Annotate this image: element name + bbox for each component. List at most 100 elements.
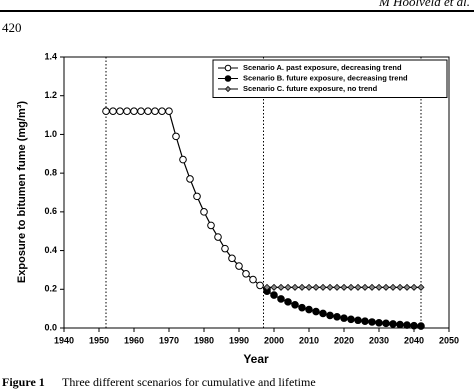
marker xyxy=(305,283,313,291)
legend-label: Scenario A. past exposure, decreasing tr… xyxy=(243,63,402,72)
marker xyxy=(368,283,376,291)
legend-marker xyxy=(224,85,232,93)
marker xyxy=(228,254,236,263)
marker xyxy=(312,283,320,291)
marker xyxy=(179,155,187,164)
marker xyxy=(403,283,411,291)
y-tick-label: 1.4 xyxy=(44,51,57,61)
marker xyxy=(144,107,152,115)
x-tick-label: 2000 xyxy=(264,335,284,345)
marker xyxy=(396,283,404,291)
x-tick-label: 2040 xyxy=(404,335,424,345)
x-tick-label: 2030 xyxy=(369,335,389,345)
marker xyxy=(417,322,425,330)
marker xyxy=(151,107,159,115)
marker xyxy=(347,283,355,291)
marker xyxy=(403,321,411,329)
legend-label: Scenario C. future exposure, no trend xyxy=(243,84,378,93)
y-axis-label: Exposure to bitumen fume (mg/m³) xyxy=(16,101,28,283)
x-tick-label: 2010 xyxy=(299,335,319,345)
marker xyxy=(256,281,264,290)
x-tick-label: 1970 xyxy=(159,335,179,345)
y-tick-label: 1.2 xyxy=(44,90,57,100)
x-tick-label: 1950 xyxy=(89,335,109,345)
marker xyxy=(382,283,390,291)
marker xyxy=(270,283,278,291)
x-axis-label: Year xyxy=(243,352,269,366)
marker xyxy=(172,132,180,141)
marker xyxy=(333,312,341,321)
x-tick-label: 1980 xyxy=(194,335,214,345)
marker xyxy=(200,208,208,216)
marker xyxy=(102,107,110,115)
marker xyxy=(375,283,383,291)
series-line xyxy=(106,110,268,290)
caption-text: Three different scenarios for cumulative… xyxy=(62,375,316,389)
marker xyxy=(158,107,166,115)
marker xyxy=(207,221,215,230)
marker xyxy=(340,283,348,291)
caption-label: Figure 1 xyxy=(2,375,45,389)
running-head: M Hoolveld et al. xyxy=(378,0,470,9)
marker xyxy=(298,283,306,291)
marker xyxy=(291,283,299,291)
marker xyxy=(284,283,292,291)
marker xyxy=(361,317,369,326)
x-tick-label: 1990 xyxy=(229,335,249,345)
marker xyxy=(354,283,362,291)
marker xyxy=(284,298,292,306)
marker xyxy=(368,318,376,326)
marker xyxy=(375,318,383,327)
marker xyxy=(249,275,257,284)
marker xyxy=(319,309,327,318)
x-tick-label: 1960 xyxy=(124,335,144,345)
legend-marker xyxy=(224,75,232,82)
marker xyxy=(277,295,285,303)
y-tick-label: 0.6 xyxy=(44,206,57,216)
plot-frame xyxy=(63,56,450,329)
marker xyxy=(298,303,306,312)
marker xyxy=(354,316,362,325)
marker xyxy=(396,320,404,329)
y-tick-label: 1.0 xyxy=(44,129,57,139)
marker xyxy=(389,283,397,291)
page-number: 420 xyxy=(2,20,22,35)
marker xyxy=(277,283,285,291)
marker xyxy=(165,107,173,115)
marker xyxy=(361,283,369,291)
marker xyxy=(340,314,348,322)
x-tick-label: 1940 xyxy=(54,335,74,345)
marker xyxy=(347,315,355,324)
marker xyxy=(109,107,117,115)
marker xyxy=(130,107,138,115)
legend-marker xyxy=(224,64,232,72)
marker xyxy=(221,244,229,253)
marker xyxy=(410,321,418,330)
marker xyxy=(291,300,299,309)
marker xyxy=(186,175,194,183)
marker xyxy=(319,283,327,291)
x-tick-label: 2020 xyxy=(334,335,354,345)
marker xyxy=(116,107,124,115)
marker xyxy=(270,291,278,299)
marker xyxy=(410,283,418,291)
legend-box xyxy=(212,59,448,98)
marker xyxy=(235,262,243,270)
marker xyxy=(333,283,341,291)
marker xyxy=(305,305,313,314)
marker xyxy=(137,107,145,115)
marker xyxy=(193,192,201,201)
y-tick-label: 0.8 xyxy=(44,168,57,178)
marker xyxy=(382,319,390,328)
marker xyxy=(417,283,425,291)
x-tick-label: 2050 xyxy=(439,335,459,345)
y-tick-label: 0.0 xyxy=(44,322,57,332)
marker xyxy=(389,320,397,328)
y-tick-label: 0.4 xyxy=(44,245,57,255)
marker xyxy=(242,270,250,278)
marker xyxy=(326,311,334,320)
marker xyxy=(312,307,320,316)
marker xyxy=(123,107,131,115)
marker xyxy=(263,283,271,291)
